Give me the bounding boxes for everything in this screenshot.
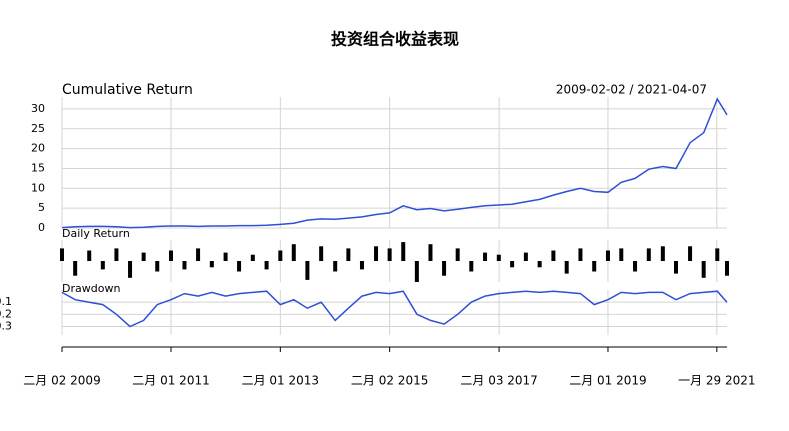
y-tick-label: 0 xyxy=(38,221,45,234)
y-tick-label: -0.2 xyxy=(0,307,12,320)
x-tick-label: 二月 02 2009 xyxy=(23,374,100,388)
bar xyxy=(305,261,310,280)
bar xyxy=(725,261,729,276)
bar xyxy=(73,261,78,276)
panel-title: Cumulative Return xyxy=(62,82,193,98)
bar xyxy=(633,261,638,272)
bar xyxy=(196,248,201,261)
bar xyxy=(114,248,119,261)
bar xyxy=(564,261,569,274)
bar xyxy=(278,250,283,261)
x-tick-label: 二月 01 2011 xyxy=(132,374,209,388)
panel-title: Daily Return xyxy=(62,227,130,240)
bar xyxy=(128,261,133,278)
x-tick-label: 一月 29 2021 xyxy=(678,374,755,388)
bar xyxy=(141,252,146,261)
bar xyxy=(264,261,269,270)
bar xyxy=(537,261,542,268)
bar xyxy=(578,248,583,261)
chart-title: 投资组合收益表现 xyxy=(331,30,459,49)
line xyxy=(61,97,728,229)
bar xyxy=(442,261,447,276)
bar xyxy=(523,252,528,261)
bar xyxy=(401,242,406,261)
bar xyxy=(455,248,460,261)
bar xyxy=(414,261,419,282)
y-tick-label: 30 xyxy=(31,102,45,115)
bar xyxy=(619,248,624,261)
bar xyxy=(428,244,433,261)
bar xyxy=(646,248,651,261)
bar xyxy=(237,261,242,272)
bar xyxy=(551,250,556,261)
y-tick-label: 20 xyxy=(31,142,45,155)
bar xyxy=(469,261,474,272)
bar xyxy=(715,248,720,261)
bar xyxy=(182,261,187,270)
bar xyxy=(483,252,488,261)
y-tick-label: 5 xyxy=(38,201,45,214)
y-tick-label: 25 xyxy=(31,122,45,135)
bar xyxy=(592,261,597,272)
bar xyxy=(387,248,392,261)
bar xyxy=(333,261,338,272)
bar xyxy=(701,261,706,278)
date-range: 2009-02-02 / 2021-04-07 xyxy=(556,83,707,97)
bar xyxy=(250,254,255,261)
x-tick-label: 二月 01 2013 xyxy=(242,374,319,388)
panel-title: Drawdown xyxy=(62,282,120,295)
x-tick-label: 二月 02 2015 xyxy=(351,374,428,388)
x-tick-label: 二月 03 2017 xyxy=(460,374,537,388)
bar xyxy=(155,261,160,272)
y-tick-label: 10 xyxy=(31,181,45,194)
bar xyxy=(688,246,693,261)
bar xyxy=(209,261,214,268)
bar xyxy=(510,261,515,268)
x-tick-label: 二月 01 2019 xyxy=(569,374,646,388)
bar xyxy=(223,252,228,261)
bar xyxy=(374,246,379,261)
bar xyxy=(87,250,92,261)
bar xyxy=(605,250,610,261)
bar xyxy=(291,244,296,261)
bar xyxy=(60,248,64,261)
y-tick-label: 15 xyxy=(31,161,45,174)
bar xyxy=(660,246,665,261)
bar xyxy=(496,254,501,261)
y-tick-label: -0.1 xyxy=(0,295,12,308)
bar xyxy=(359,261,364,270)
bar xyxy=(169,250,174,261)
line xyxy=(61,290,728,328)
bar xyxy=(346,248,351,261)
y-tick-label: -0.3 xyxy=(0,319,12,332)
bar xyxy=(100,261,105,270)
bar xyxy=(674,261,679,274)
bar xyxy=(319,246,324,261)
